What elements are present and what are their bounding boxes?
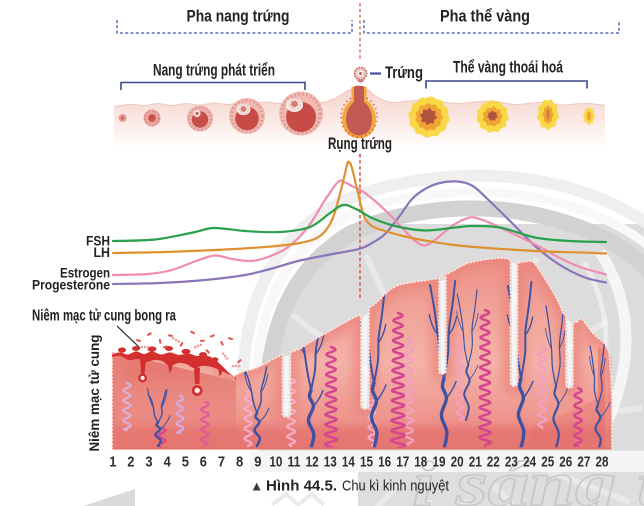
svg-text:15: 15 xyxy=(360,454,373,471)
svg-text:1: 1 xyxy=(109,454,116,471)
svg-text:21: 21 xyxy=(469,454,482,471)
svg-text:Niêm mạc tử cung: Niêm mạc tử cung xyxy=(86,335,102,452)
svg-text:18: 18 xyxy=(414,454,427,471)
svg-text:Progesterone: Progesterone xyxy=(32,278,110,293)
svg-text:LH: LH xyxy=(94,245,111,260)
svg-text:16: 16 xyxy=(378,454,391,471)
svg-text:▲: ▲ xyxy=(250,479,263,494)
svg-text:23: 23 xyxy=(505,454,518,471)
svg-text:19: 19 xyxy=(433,454,446,471)
svg-text:12: 12 xyxy=(306,454,319,471)
svg-text:Thể vàng thoái hoá: Thể vàng thoái hoá xyxy=(453,59,564,77)
svg-text:28: 28 xyxy=(596,454,609,471)
svg-text:Pha thể vàng: Pha thể vàng xyxy=(440,8,530,26)
svg-text:5: 5 xyxy=(182,454,189,471)
svg-text:13: 13 xyxy=(324,454,337,471)
svg-text:FSH: FSH xyxy=(86,234,110,249)
svg-text:24: 24 xyxy=(523,454,537,471)
svg-text:7: 7 xyxy=(218,454,225,471)
svg-text:27: 27 xyxy=(577,454,590,471)
svg-text:Trứng: Trứng xyxy=(385,64,423,82)
svg-text:Rụng trứng: Rụng trứng xyxy=(328,135,392,153)
svg-text:2: 2 xyxy=(127,454,134,471)
svg-text:26: 26 xyxy=(559,454,572,471)
svg-text:20: 20 xyxy=(451,454,464,471)
svg-text:11: 11 xyxy=(288,454,301,471)
svg-text:6: 6 xyxy=(200,454,207,471)
svg-text:10: 10 xyxy=(269,454,282,471)
svg-text:14: 14 xyxy=(342,454,356,471)
svg-text:17: 17 xyxy=(396,454,409,471)
svg-text:Estrogen: Estrogen xyxy=(60,266,110,281)
svg-text:Pha nang trứng: Pha nang trứng xyxy=(187,8,290,26)
svg-text:Nang trứng phát triển: Nang trứng phát triển xyxy=(153,62,275,80)
svg-text:Chu kì kinh nguyệt: Chu kì kinh nguyệt xyxy=(342,479,449,495)
svg-text:Hình 44.5.: Hình 44.5. xyxy=(266,479,337,495)
svg-text:8: 8 xyxy=(236,454,243,471)
svg-text:3: 3 xyxy=(145,454,152,471)
svg-text:22: 22 xyxy=(487,454,500,471)
svg-text:Niêm mạc tử cung bong ra: Niêm mạc tử cung bong ra xyxy=(32,308,176,325)
svg-text:9: 9 xyxy=(254,454,261,471)
svg-text:i sáng t: i sáng t xyxy=(412,448,644,506)
svg-text:4: 4 xyxy=(164,454,172,471)
svg-text:25: 25 xyxy=(541,454,554,471)
